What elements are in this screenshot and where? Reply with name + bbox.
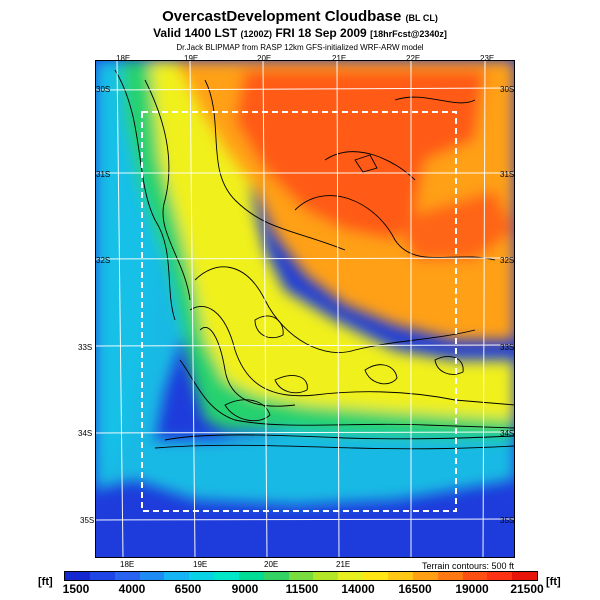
colorbar-unit-right: [ft] <box>546 576 561 588</box>
colorbar-segment <box>338 572 364 580</box>
lat-label-right: 35S <box>500 516 515 525</box>
colorbar-segment <box>437 572 463 580</box>
colorbar-segment <box>288 572 314 580</box>
colorbar-label: 6500 <box>174 582 202 596</box>
terrain-contour-note: Terrain contours: 500 ft <box>421 561 514 571</box>
colorbar-segment <box>387 572 413 580</box>
colorbar-segment <box>363 572 388 580</box>
colorbar-segment <box>238 572 264 580</box>
lon-label-bottom: 20E <box>264 560 279 569</box>
colorbar-label: 19000 <box>455 582 489 596</box>
colorbar-label: 4000 <box>118 582 146 596</box>
lat-label-left: 34S <box>78 429 93 438</box>
lat-label-left: 35S <box>80 516 95 525</box>
colorbar-label: 1500 <box>62 582 90 596</box>
colorbar-segment <box>189 572 215 580</box>
lat-label-right: 34S <box>500 429 515 438</box>
colorbar-segment <box>313 572 339 580</box>
colorbar-segment <box>462 572 488 580</box>
colorbar-label: 21500 <box>510 582 544 596</box>
lon-label-top: 18E <box>116 54 131 63</box>
lon-label-bottom: 21E <box>336 560 351 569</box>
coastal-band <box>95 60 515 505</box>
colorbar-segment <box>164 572 190 580</box>
lat-label-left: 32S <box>96 256 111 265</box>
lon-label-top: 19E <box>184 54 199 63</box>
colorbar-segment <box>412 572 438 580</box>
map-title: OvercastDevelopment Cloudbase (BL CL) <box>162 8 438 25</box>
map-credit: Dr.Jack BLIPMAP from RASP 12km GFS-initi… <box>176 43 424 52</box>
colorbar-segment <box>65 572 90 580</box>
cloudbase-map[interactable] <box>95 60 515 558</box>
colorbar-segment <box>89 572 115 580</box>
colorbar-segment <box>487 572 513 580</box>
colorbar-segment <box>512 572 538 580</box>
colorbar-label: 14000 <box>341 582 375 596</box>
lon-label-top: 21E <box>332 54 347 63</box>
lon-label-top: 23E <box>480 54 495 63</box>
lon-label-bottom: 19E <box>193 560 208 569</box>
lat-label-left: 31S <box>96 170 111 179</box>
lat-label-right: 32S <box>500 256 515 265</box>
lat-label-right: 33S <box>500 343 515 352</box>
lat-label-right: 30S <box>500 85 515 94</box>
colorbar-segment <box>263 572 289 580</box>
colorbar-segment <box>114 572 140 580</box>
map-valid-time: Valid 1400 LST (1200Z) FRI 18 Sep 2009 [… <box>153 26 447 40</box>
inner-domain-box <box>141 111 457 512</box>
colorbar-segment <box>214 572 239 580</box>
lon-label-top: 22E <box>406 54 421 63</box>
colorbar <box>64 571 538 581</box>
colorbar-label: 11500 <box>285 582 319 596</box>
colorbar-segment <box>139 572 165 580</box>
colorbar-label: 9000 <box>231 582 259 596</box>
lat-label-left: 33S <box>78 343 93 352</box>
colorbar-unit-left: [ft] <box>38 576 53 588</box>
lat-label-left: 30S <box>96 85 111 94</box>
lon-label-top: 20E <box>257 54 272 63</box>
graticule <box>95 60 515 558</box>
land-red-east <box>395 190 515 260</box>
colorbar-label: 16500 <box>398 582 432 596</box>
lon-label-bottom: 18E <box>120 560 135 569</box>
lat-label-right: 31S <box>500 170 515 179</box>
